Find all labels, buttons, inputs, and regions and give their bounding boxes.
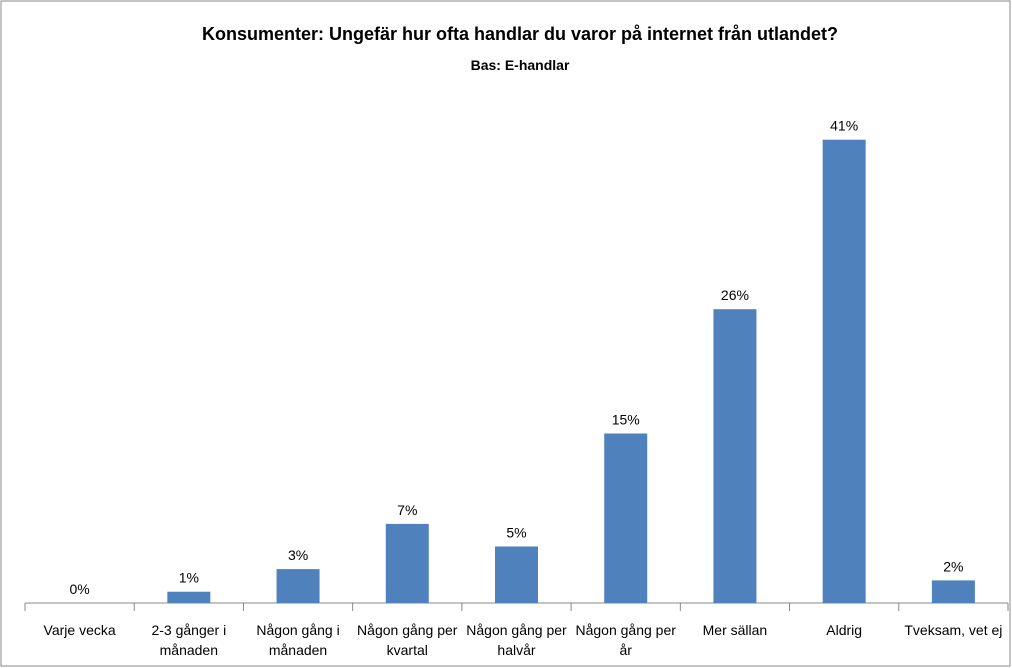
x-tick-label: Någon gång per år: [575, 622, 676, 658]
bar: [167, 591, 211, 603]
x-tick-label: Tveksam, vet ej: [904, 622, 1003, 638]
x-tick-label: Mer sällan: [702, 622, 768, 638]
chart-title: Konsumenter: Ungefär hur ofta handlar du…: [202, 24, 838, 44]
data-label: 3%: [288, 547, 308, 563]
x-tick-label: Någon gång per kvartal: [357, 622, 458, 658]
chart-subtitle: Bas: E-handlar: [471, 57, 570, 73]
bar: [931, 580, 975, 603]
data-label: 0%: [69, 581, 89, 597]
bar: [604, 433, 648, 603]
data-label: 7%: [397, 502, 417, 518]
data-label: 5%: [506, 525, 526, 541]
bar: [276, 569, 320, 603]
data-label: 1%: [179, 570, 199, 586]
x-tick-label: Aldrig: [826, 622, 863, 638]
bar: [713, 309, 757, 603]
x-tick-label: 2-3 gånger i månaden: [151, 622, 227, 658]
data-label: 41%: [830, 118, 858, 134]
data-label: 26%: [721, 287, 749, 303]
bar: [385, 523, 429, 603]
data-label: 2%: [943, 558, 963, 574]
bar: [822, 139, 866, 603]
data-label: 15%: [612, 412, 640, 428]
bar: [495, 546, 538, 603]
x-tick-label: Någon gång i månaden: [256, 622, 340, 658]
x-tick-label: Varje vecka: [43, 622, 116, 638]
x-tick-label: Någon gång per halvår: [466, 622, 567, 658]
